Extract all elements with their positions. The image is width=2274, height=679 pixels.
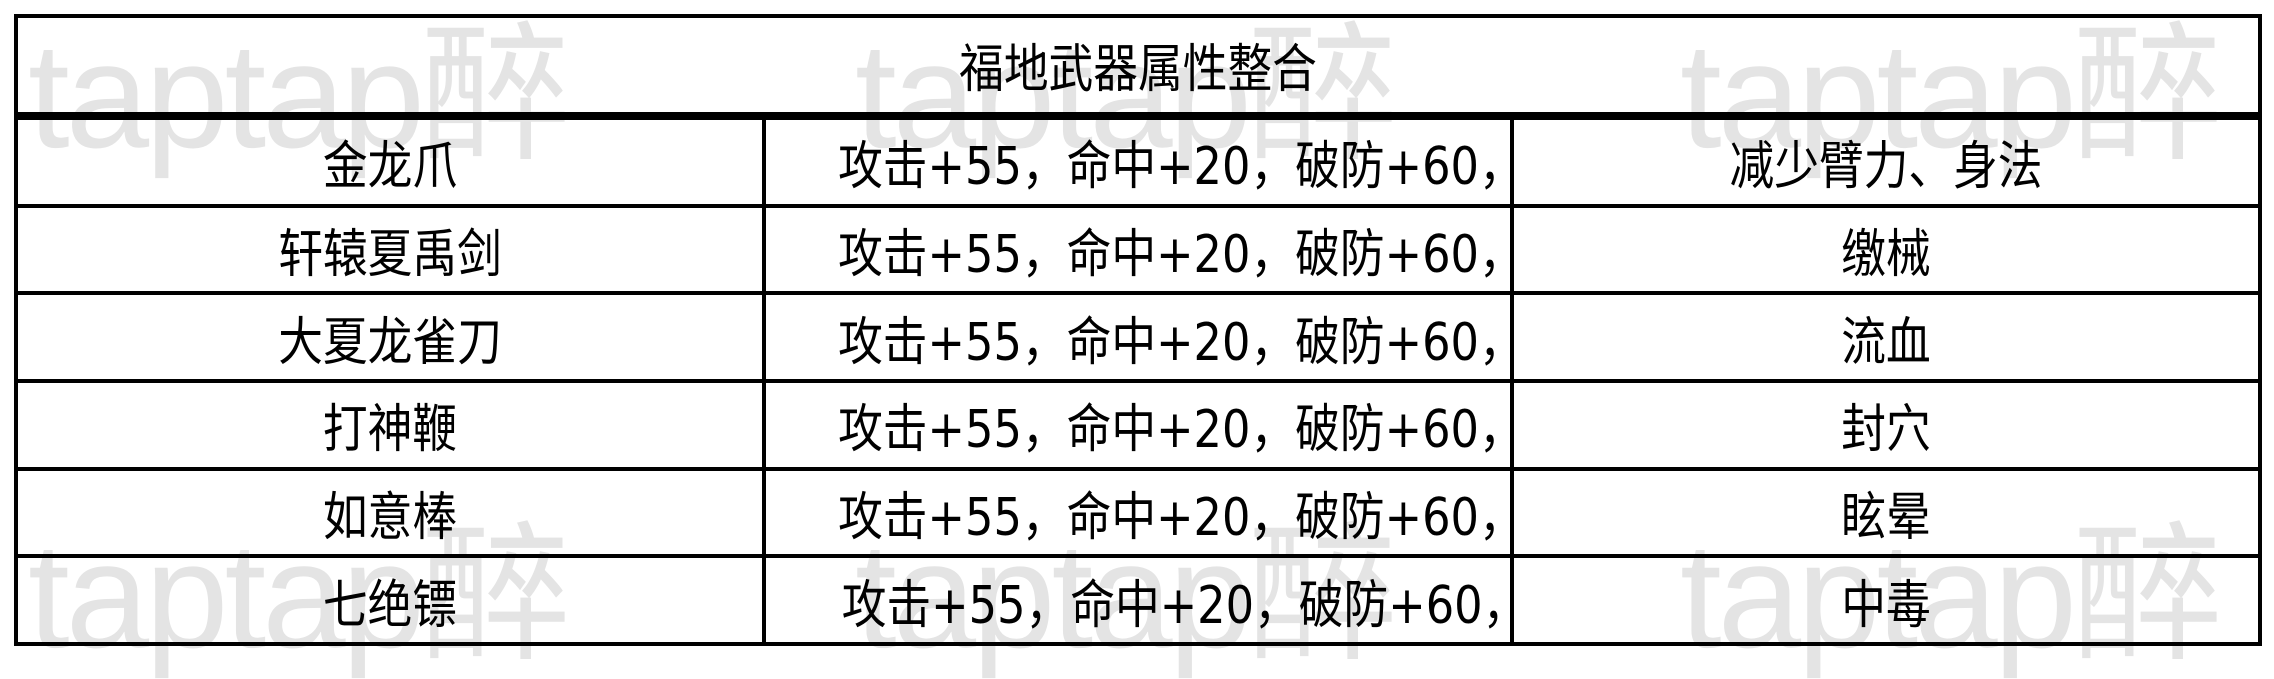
weapon-stats-cell: 攻击+55，命中+20，破防+60，暗器系数+6 (762, 554, 1514, 646)
weapon-effect-text: 中毒 (1841, 575, 1931, 636)
weapon-stats-cell: 攻击+55，命中+20，破防+60，剑系数+6 (762, 203, 1514, 296)
weapon-stats-text: 攻击+55，命中+20，破防+60，刀系数+6 (838, 312, 1508, 373)
weapon-name-text: 七绝镖 (322, 575, 458, 636)
weapon-stats-text: 攻击+55，命中+20，破防+60，棒系数+6 (838, 488, 1508, 549)
weapon-stats-cell: 攻击+55，命中+20，破防+60，拳系数+6 (762, 116, 1514, 208)
weapon-name-cell: 大夏龙雀刀 (14, 291, 766, 384)
weapon-effect-cell: 眩晕 (1510, 466, 2262, 559)
weapon-name-text: 如意棒 (322, 488, 458, 549)
weapon-stats-cell: 攻击+55，命中+20，破防+60，刀系数+6 (762, 291, 1514, 384)
weapon-name-cell: 轩辕夏禹剑 (14, 203, 766, 296)
weapon-effect-text: 眩晕 (1841, 488, 1931, 549)
weapon-name-cell: 打神鞭 (14, 379, 766, 471)
table-row: 如意棒 攻击+55，命中+20，破防+60，棒系数+6 眩晕 (14, 466, 2262, 559)
weapon-stats-text: 攻击+55，命中+20，破防+60，剑系数+6 (838, 225, 1508, 286)
weapon-name-cell: 七绝镖 (14, 554, 766, 646)
weapon-stats-text: 攻击+55，命中+20，破防+60，暗器系数+6 (841, 575, 1512, 636)
weapon-stats-cell: 攻击+55，命中+20，破防+60，棒系数+6 (762, 466, 1514, 559)
weapon-name-text: 打神鞭 (322, 400, 458, 461)
weapon-stats-text: 攻击+55，命中+20，破防+60，鞭系数+6 (838, 400, 1508, 461)
weapon-effect-cell: 减少臂力、身法 (1510, 116, 2262, 208)
table-title: 福地武器属性整合 (14, 14, 2262, 116)
weapon-effect-text: 封穴 (1841, 400, 1931, 461)
weapon-name-cell: 如意棒 (14, 466, 766, 559)
table-row: 轩辕夏禹剑 攻击+55，命中+20，破防+60，剑系数+6 缴械 (14, 203, 2262, 296)
table-row: 金龙爪 攻击+55，命中+20，破防+60，拳系数+6 减少臂力、身法 (14, 116, 2262, 208)
table-row: 大夏龙雀刀 攻击+55，命中+20，破防+60，刀系数+6 流血 (14, 291, 2262, 384)
weapon-stats-cell: 攻击+55，命中+20，破防+60，鞭系数+6 (762, 379, 1514, 471)
table-row: 七绝镖 攻击+55，命中+20，破防+60，暗器系数+6 中毒 (14, 554, 2262, 646)
weapon-effect-cell: 缴械 (1510, 203, 2262, 296)
weapon-name-cell: 金龙爪 (14, 116, 766, 208)
weapon-effect-cell: 中毒 (1510, 554, 2262, 646)
weapon-effect-text: 流血 (1841, 312, 1931, 373)
weapon-effect-text: 缴械 (1841, 225, 1931, 286)
weapon-name-text: 大夏龙雀刀 (278, 312, 502, 373)
table-title-row: 福地武器属性整合 (14, 14, 2262, 116)
weapon-effect-cell: 流血 (1510, 291, 2262, 384)
weapon-effect-cell: 封穴 (1510, 379, 2262, 471)
weapon-stats-text: 攻击+55，命中+20，破防+60，拳系数+6 (838, 137, 1508, 198)
weapon-name-text: 轩辕夏禹剑 (278, 225, 502, 286)
weapon-name-text: 金龙爪 (322, 137, 458, 198)
table-row: 打神鞭 攻击+55，命中+20，破防+60，鞭系数+6 封穴 (14, 379, 2262, 471)
weapon-attribute-table: 福地武器属性整合 金龙爪 攻击+55，命中+20，破防+60，拳系数+6 减少臂力、… (14, 14, 2262, 646)
weapon-effect-text: 减少臂力、身法 (1729, 137, 2043, 198)
